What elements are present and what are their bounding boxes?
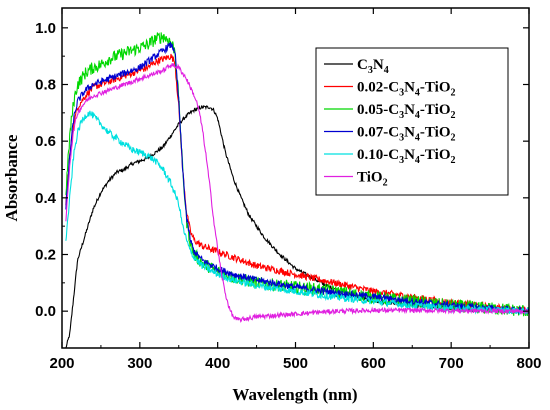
legend-label: 0.02-C3N4-TiO2: [357, 80, 456, 99]
x-tick-label: 600: [361, 355, 386, 372]
y-tick-label: 0.0: [35, 303, 56, 320]
x-tick-label: 800: [516, 355, 541, 372]
series-line-1: [65, 53, 529, 316]
y-tick-label: 0.2: [35, 247, 56, 264]
x-tick-label: 700: [439, 355, 464, 372]
y-axis-title: Absorbance: [2, 134, 21, 221]
y-tick-label: 0.4: [35, 190, 57, 207]
x-tick-label: 200: [49, 355, 74, 372]
series-line-3: [65, 42, 530, 315]
series-line-5: [65, 63, 529, 323]
x-tick-label: 500: [283, 355, 308, 372]
legend-box: [315, 47, 509, 196]
legend: C3N4 0.02-C3N4-TiO2 0.05-C3N4-TiO2 0.07-C3N…: [315, 47, 509, 196]
legend-label: C3N4: [357, 57, 389, 76]
legend-label: 0.07-C3N4-TiO2: [357, 125, 456, 144]
x-tick-label: 300: [127, 355, 152, 372]
ticks-layer: 200 300 400 500 600 700 800 0.0 0.2 0.4 0.6 0.8 1.0: [35, 8, 542, 372]
y-tick-label: 1.0: [35, 20, 56, 37]
x-tick-label: 400: [205, 355, 230, 372]
legend-label: TiO2: [357, 170, 388, 189]
series-line-4: [65, 110, 529, 316]
x-axis-title: Wavelength (nm): [232, 385, 357, 404]
legend-label: 0.05-C3N4-TiO2: [357, 102, 456, 121]
y-tick-label: 0.8: [35, 77, 56, 94]
y-tick-label: 0.6: [35, 133, 56, 150]
series-layer: [65, 32, 530, 348]
legend-label: 0.10-C3N4-TiO2: [357, 147, 456, 166]
